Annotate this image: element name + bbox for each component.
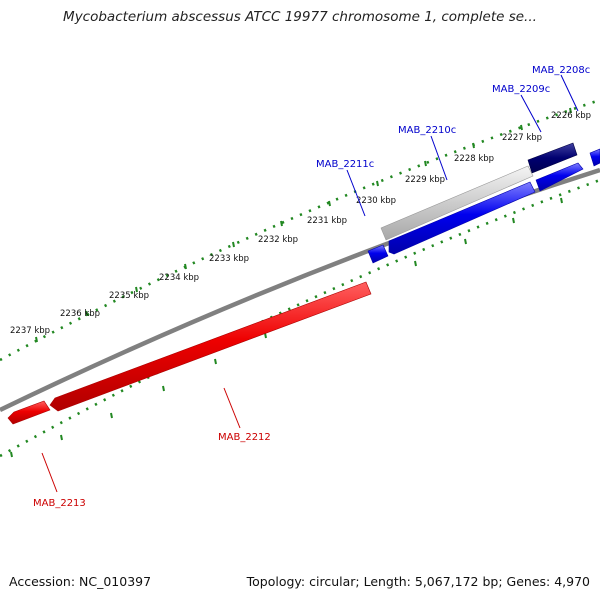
tick-label: 2235 kbp xyxy=(109,291,149,301)
major-tick xyxy=(214,358,217,365)
major-tick xyxy=(464,238,467,245)
gene-label: MAB_2210c xyxy=(398,125,456,136)
major-tick xyxy=(328,200,331,207)
tick-label: 2228 kbp xyxy=(454,154,494,164)
gene-arrow-mab-2212[interactable] xyxy=(49,281,372,412)
gene-arrow-mab-2211c[interactable] xyxy=(367,244,389,264)
major-tick xyxy=(135,286,138,293)
major-tick xyxy=(60,434,63,441)
major-tick xyxy=(520,124,523,131)
major-tick xyxy=(35,336,38,343)
major-tick xyxy=(162,385,165,392)
gene-labels: MAB_2208c MAB_2209c MAB_2210c MAB_2211c … xyxy=(33,65,590,509)
major-tick xyxy=(184,263,187,270)
gene-label: MAB_2211c xyxy=(316,159,374,170)
tick-label: 2234 kbp xyxy=(159,273,199,283)
reverse-strand-genes[interactable] xyxy=(7,281,372,425)
gene-label: MAB_2213 xyxy=(33,498,86,509)
label-leader-lines xyxy=(41,74,579,493)
tick-label: 2236 kbp xyxy=(60,309,100,319)
tick-label: 2233 kbp xyxy=(209,254,249,264)
major-tick xyxy=(232,241,235,248)
gene-arrow-mab-2210c[interactable] xyxy=(388,181,536,255)
gene-label: MAB_2209c xyxy=(492,84,550,95)
major-tick xyxy=(280,220,283,227)
tick-label: 2232 kbp xyxy=(258,235,298,245)
gene-arrow-mab-2209c[interactable] xyxy=(535,162,584,192)
gene-label: MAB_2208c xyxy=(532,65,590,76)
major-tick xyxy=(560,197,563,204)
gene-arrow-offscreen[interactable] xyxy=(589,148,600,167)
tick-label: 2230 kbp xyxy=(356,196,396,206)
gene-label: MAB_2212 xyxy=(218,432,271,443)
forward-strand-genes[interactable] xyxy=(367,142,600,264)
map-title: Mycobacterium abscessus ATCC 19977 chrom… xyxy=(63,9,537,25)
major-tick xyxy=(512,217,515,224)
gene-arrow-grey[interactable] xyxy=(380,165,534,241)
genome-summary-text: Topology: circular; Length: 5,067,172 bp… xyxy=(246,574,590,589)
tick-label: 2227 kbp xyxy=(502,133,542,143)
major-tick xyxy=(110,412,113,419)
tick-label: 2237 kbp xyxy=(10,326,50,336)
major-tick xyxy=(424,160,427,167)
major-tick xyxy=(85,310,88,317)
major-tick xyxy=(376,180,379,187)
tick-label: 2226 kbp xyxy=(551,111,591,121)
tick-label: 2231 kbp xyxy=(307,216,347,226)
outer-tick-row xyxy=(0,98,600,362)
genome-backbone xyxy=(0,167,600,413)
tick-label: 2229 kbp xyxy=(405,175,445,185)
gene-arrow-mab-2208c[interactable] xyxy=(527,142,578,174)
major-tick xyxy=(569,107,572,114)
major-tick xyxy=(414,260,417,267)
tick-labels: 2226 kbp 2227 kbp 2228 kbp 2229 kbp 2230… xyxy=(10,111,591,336)
accession-text: Accession: NC_010397 xyxy=(9,574,152,589)
major-tick xyxy=(10,451,13,458)
gene-arrow-mab-2213[interactable] xyxy=(7,400,51,425)
major-tick xyxy=(472,142,475,149)
